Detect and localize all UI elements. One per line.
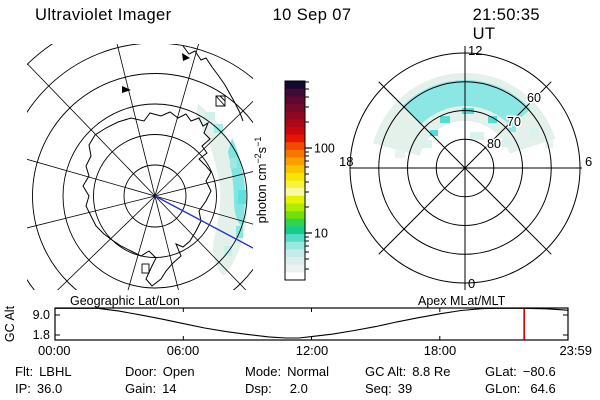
aurora-band-cyan: [402, 80, 531, 127]
status-glat: GLat: −80.6: [485, 364, 556, 379]
south-america-coastline: [182, 45, 244, 122]
mlat-ring-label-70: 70: [507, 115, 521, 129]
right-panel-caption: Apex MLat/MLT: [418, 295, 506, 308]
gc-alt-curve: [55, 308, 568, 339]
orbit-track-line: [154, 195, 253, 249]
meridian-lines: [27, 44, 253, 290]
status-row-2: IP: 36.0 Gain: 14 Dsp: 2.0 Seq: 39 GLon: 64.6: [0, 381, 600, 397]
colorbar-minor-ticks: [305, 81, 309, 270]
status-mode: Mode: Normal: [245, 364, 330, 379]
colorbar-axis-label: photon cm−2s−1: [253, 137, 269, 224]
antarctica-coastline: [82, 111, 212, 287]
colorbar-major-ticks: [305, 147, 312, 234]
colorbar: 100 10 photon cm−2s−1: [253, 80, 335, 281]
apex-polar-panel: 12 0 18 6 60 70 80: [339, 43, 592, 291]
arrow-icon: [122, 86, 131, 93]
mlat-ring-label-80: 80: [487, 137, 501, 151]
status-glon: GLon: 64.6: [485, 381, 556, 396]
status-flt: Flt: LBHL: [15, 364, 72, 379]
gc-ytick-9: 9.0: [33, 308, 50, 322]
mlat-ring-label-60: 60: [527, 91, 541, 105]
status-dsp: Dsp: 2.0: [245, 381, 308, 396]
instrument-title: Ultraviolet Imager: [35, 6, 172, 24]
colorbar-tick-label-10: 10: [314, 227, 328, 241]
island-outline: [215, 95, 226, 107]
mlt-spokes: [350, 46, 582, 290]
gc-ytick-1.8: 1.8: [33, 328, 50, 342]
coast-detail: [141, 263, 150, 274]
gc-plot-ticks: [55, 308, 568, 340]
left-panel-caption: Geographic Lat/Lon: [70, 295, 180, 308]
aurora-band-pale: [196, 104, 248, 276]
latitude-circles: [27, 44, 253, 290]
title-bar: Ultraviolet Imager 10 Sep 07 21:50:35 UT: [0, 6, 600, 43]
mlt-label-6: 6: [585, 154, 592, 169]
gc-xtick-2359: 23:59: [559, 343, 592, 358]
time-label: 21:50:35 UT: [472, 6, 540, 43]
colorbar-frame: [284, 80, 306, 281]
date-label: 10 Sep 07: [272, 6, 352, 24]
geographic-polar-panel: [27, 44, 253, 290]
colorbar-tick-label-100: 100: [314, 142, 335, 156]
status-door: Door: Open: [125, 364, 195, 379]
gc-alt-plot: Geographic Lat/Lon Apex MLat/MLT 9.0 1.8…: [3, 295, 592, 358]
gc-xtick-0000: 00:00: [38, 343, 71, 358]
status-row-1: Flt: LBHL Door: Open Mode: Normal GC Alt: 8.…: [0, 364, 600, 380]
mlt-label-0: 0: [468, 276, 475, 291]
gc-xtick-0600: 06:00: [167, 343, 200, 358]
arrow-icon: [182, 53, 190, 61]
gc-plot-frame: [54, 307, 569, 341]
gc-xtick-1200: 12:00: [296, 343, 329, 358]
mlt-label-12: 12: [468, 43, 482, 58]
status-gcalt: GC Alt: 8.8 Re: [365, 364, 451, 379]
colorbar-swatches: [285, 81, 305, 281]
mlt-label-18: 18: [339, 154, 353, 169]
status-gain: Gain: 14: [125, 381, 177, 396]
gc-ylabel: GC Alt: [3, 305, 17, 342]
status-ip: IP: 36.0: [15, 381, 63, 396]
gc-xtick-1800: 18:00: [424, 343, 457, 358]
status-seq: Seq: 39: [365, 381, 413, 396]
